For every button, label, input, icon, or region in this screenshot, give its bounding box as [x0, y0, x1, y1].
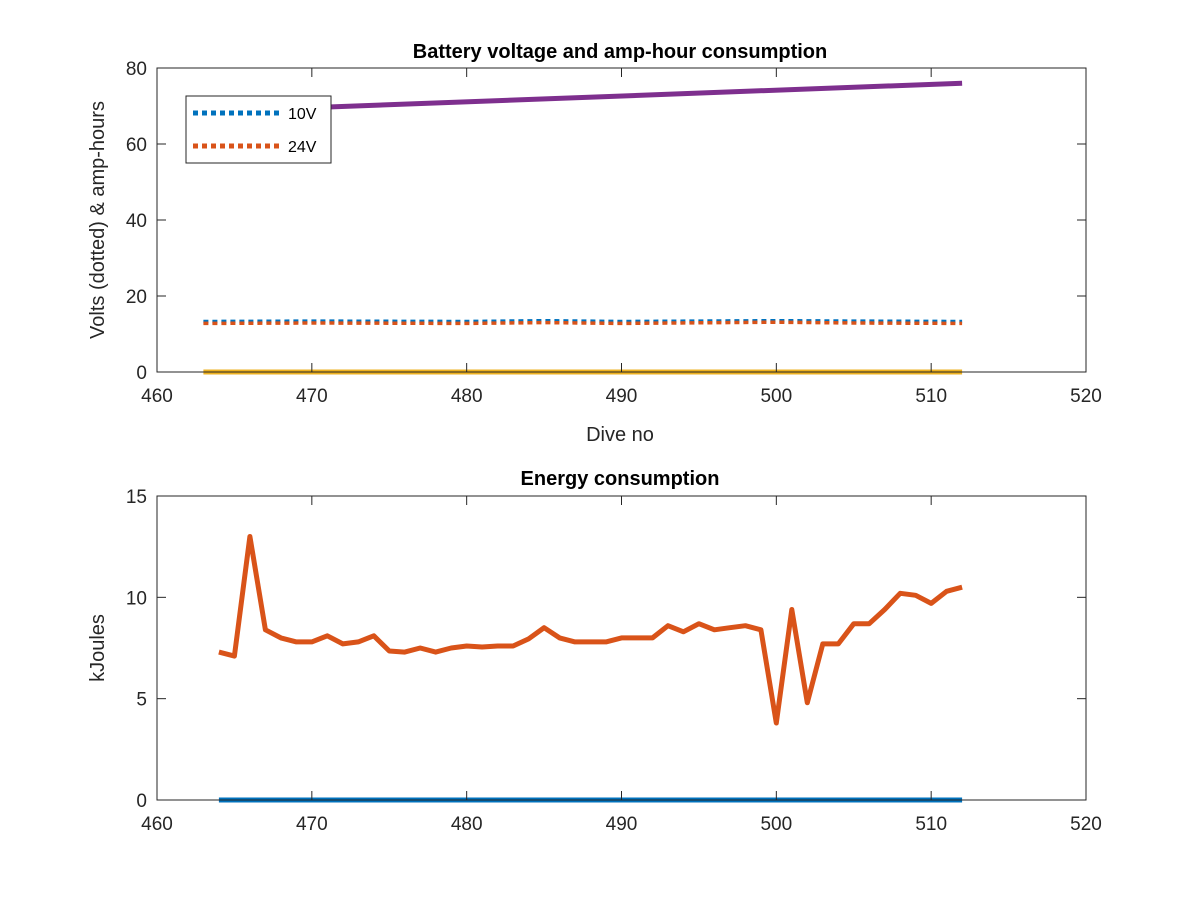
x-tick-label: 460: [141, 814, 173, 835]
subplot-energy-consumption: Energy consumption 460 470 480 490 500 510 520…: [87, 468, 1102, 835]
subplot-2-title: Energy consumption: [521, 468, 720, 490]
x-tick-label: 460: [141, 386, 173, 407]
subplot-1-ticks: 460 470 480 490 500 510 520 0 20 40 60 80: [126, 59, 1102, 407]
x-tick-label: 500: [760, 386, 792, 407]
x-tick-label: 520: [1070, 386, 1102, 407]
y-tick-label: 20: [126, 287, 147, 308]
series-line-24v: [203, 320, 963, 326]
legend-label-24v: 24V: [288, 139, 317, 156]
x-tick-label: 510: [915, 386, 947, 407]
subplot-2-ylabel: kJoules: [87, 614, 109, 682]
y-tick-label: 5: [136, 690, 147, 711]
x-tick-label: 480: [451, 814, 483, 835]
x-tick-label: 490: [606, 814, 638, 835]
x-tick-label: 510: [915, 814, 947, 835]
x-tick-label: 490: [606, 386, 638, 407]
y-tick-label: 10: [126, 588, 147, 609]
y-tick-label: 40: [126, 211, 147, 232]
y-tick-label: 0: [136, 791, 147, 812]
y-tick-label: 0: [136, 363, 147, 384]
y-tick-label: 80: [126, 59, 147, 80]
subplot-1-xlabel: Dive no: [586, 424, 654, 446]
x-tick-label: 520: [1070, 814, 1102, 835]
subplot-1-legend: 10V 24V: [185, 95, 332, 164]
legend-label-10v: 10V: [288, 106, 317, 123]
series-line-series-0: [218, 534, 963, 726]
y-tick-label: 15: [126, 487, 147, 508]
x-tick-label: 480: [451, 386, 483, 407]
x-tick-label: 470: [296, 814, 328, 835]
y-tick-label: 60: [126, 135, 147, 156]
series-line-10v: [203, 318, 963, 324]
legend-box: [185, 95, 332, 164]
subplot-1-title: Battery voltage and amp-hour consumption: [413, 41, 827, 63]
subplot-1-ylabel: Volts (dotted) & amp-hours: [87, 101, 109, 339]
x-tick-label: 470: [296, 386, 328, 407]
subplot-battery-voltage: Battery voltage and amp-hour consumption…: [87, 41, 1102, 446]
x-tick-label: 500: [760, 814, 792, 835]
